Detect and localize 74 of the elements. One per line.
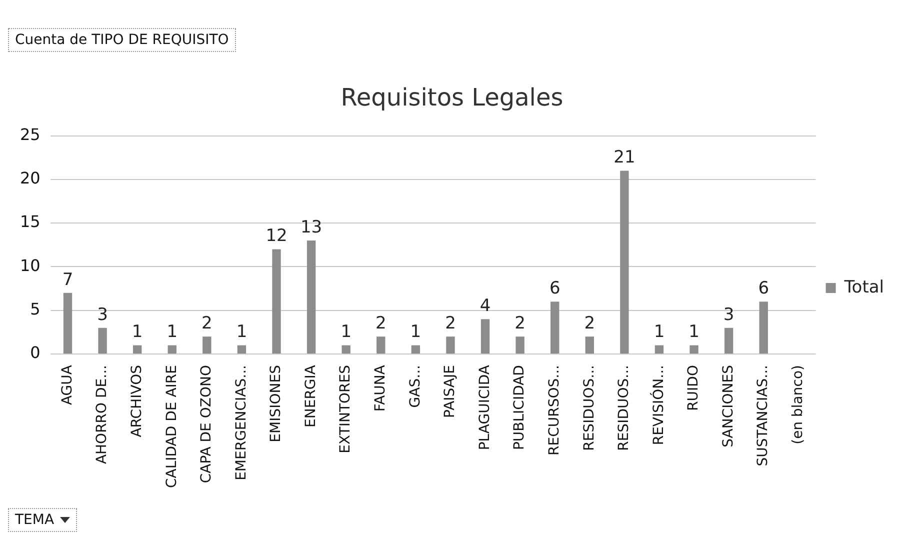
data-label: 2 — [514, 313, 526, 334]
x-tick-label: REVISIÓN... — [650, 365, 667, 446]
data-label: 1 — [654, 322, 665, 342]
data-label: 7 — [62, 270, 74, 290]
bar — [654, 345, 664, 354]
bar — [237, 345, 246, 354]
bar — [272, 249, 281, 354]
x-tick-label: EMERGENCIAS... — [233, 365, 250, 480]
y-tick-label: 0 — [30, 343, 40, 362]
data-label: 1 — [340, 322, 352, 342]
bar — [690, 345, 698, 354]
x-tick-label: RECURSOS... — [546, 365, 562, 456]
text: Cuenta de TIPO DE REQUISITO — [15, 32, 229, 48]
x-tick-label: ENERGIA — [302, 364, 319, 428]
x-tick-label: EMISIONES — [268, 364, 284, 442]
bar — [202, 336, 212, 354]
data-label: 2 — [375, 313, 386, 334]
bar — [516, 336, 524, 354]
x-tick-label: EXTINTORES — [338, 364, 354, 454]
x-tick-label: CALIDAD DE AIRE — [164, 365, 180, 488]
x-tick-label: CAPA DE OZONO — [198, 365, 215, 484]
data-label: 1 — [166, 322, 178, 342]
text: TEMA — [15, 512, 54, 528]
bar — [376, 336, 386, 354]
bar — [63, 292, 72, 354]
data-label: 12 — [266, 226, 288, 246]
x-tick-label: PLAGUICIDA — [476, 364, 493, 450]
data-label: 2 — [202, 313, 212, 334]
bar — [620, 170, 629, 354]
x-tick-label: RUIDO — [686, 365, 702, 411]
x-tick-label: PAISAJE — [442, 365, 458, 418]
x-tick-label: SANCIONES — [720, 364, 736, 448]
x-tick-label: FAUNA — [372, 364, 389, 412]
data-label: 1 — [410, 322, 422, 342]
bar — [411, 345, 420, 354]
data-label: 13 — [300, 217, 322, 238]
data-label: 6 — [758, 278, 770, 299]
data-label: 3 — [97, 304, 108, 325]
bar — [446, 336, 455, 354]
data-label: 3 — [723, 304, 734, 325]
chart-title: Requisitos Legales — [340, 84, 564, 112]
data-label: 1 — [132, 322, 143, 342]
y-tick-label: 5 — [30, 300, 40, 319]
bar — [480, 319, 490, 354]
bar — [306, 240, 316, 354]
bar — [132, 345, 142, 354]
x-tick-label: ARCHIVOS — [128, 364, 145, 438]
x-tick-label: GAS... — [407, 365, 424, 408]
data-label: 21 — [614, 148, 636, 168]
data-label: 1 — [236, 322, 248, 342]
bar — [724, 328, 734, 354]
y-tick-label: 10 — [20, 256, 40, 275]
bar — [168, 345, 176, 354]
x-tick-label: SUSTANCIAS... — [755, 365, 772, 466]
data-label: 2 — [584, 313, 596, 334]
bar — [550, 302, 560, 354]
x-tick-label: PUBLICIDAD — [512, 365, 528, 450]
x-tick-label: RESIDUOS... — [616, 365, 632, 451]
bar — [585, 336, 594, 354]
bar — [98, 328, 107, 354]
x-tick-label: RESIDUOS... — [581, 365, 598, 451]
legend-label: Total — [843, 277, 884, 298]
data-label: 1 — [688, 322, 700, 342]
bar — [342, 345, 350, 354]
x-tick-label: AGUA — [59, 364, 76, 406]
data-label: 2 — [445, 313, 456, 334]
bar — [759, 302, 768, 354]
data-label: 4 — [480, 296, 491, 316]
y-tick-label: 15 — [20, 212, 40, 232]
y-tick-label: 25 — [20, 124, 40, 144]
data-label: 6 — [549, 278, 560, 299]
x-tick-label: AHORRO DE... — [94, 365, 110, 464]
y-tick-label: 20 — [20, 168, 40, 188]
x-tick-label: (en blanco) — [790, 365, 806, 444]
